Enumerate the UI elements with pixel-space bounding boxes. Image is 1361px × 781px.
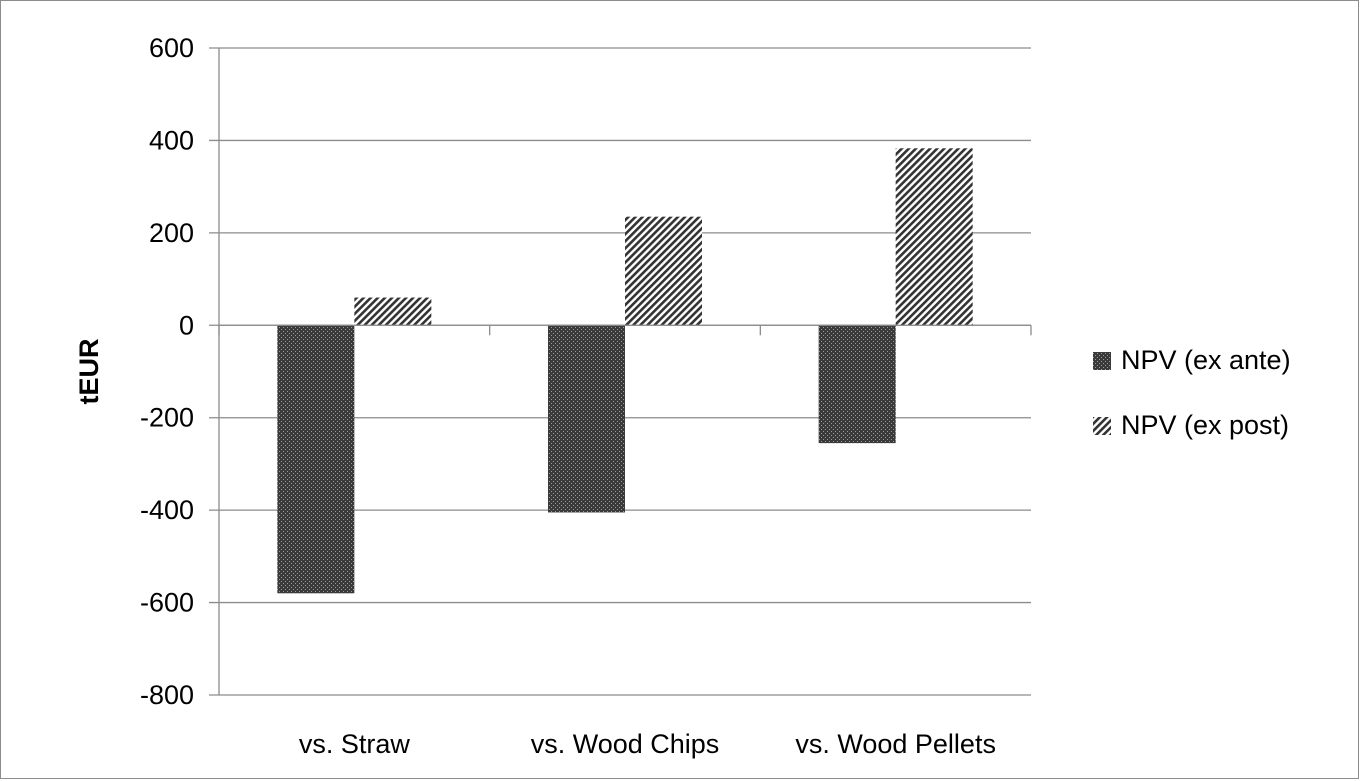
y-tick-label: -400 <box>140 495 194 525</box>
axes <box>218 48 1032 695</box>
legend-swatch <box>1093 417 1111 435</box>
x-tick-label: vs. Wood Chips <box>531 729 720 759</box>
x-tick-label: vs. Wood Pellets <box>795 729 996 759</box>
y-axis-title: tEUR <box>74 339 104 405</box>
y-tick-label: 200 <box>149 218 194 248</box>
tick-labels: 600 400 200 0 -200 -400 -600 -800 vs. Straw vs. W… <box>140 33 996 759</box>
legend-label: NPV (ex ante) <box>1121 345 1291 375</box>
legend-swatch <box>1093 352 1111 370</box>
x-tick-label: vs. Straw <box>299 729 411 759</box>
y-tick-label: -800 <box>140 680 194 710</box>
bar <box>277 325 355 594</box>
y-tick-label: -600 <box>140 588 194 618</box>
bar <box>895 148 973 326</box>
legend: NPV (ex ante) NPV (ex post) <box>1093 345 1291 440</box>
bars <box>277 148 973 594</box>
y-tick-label: 400 <box>149 125 194 155</box>
y-tick-label: 0 <box>179 310 194 340</box>
bar <box>818 325 896 444</box>
y-tick-label: 600 <box>149 33 194 63</box>
bar <box>354 297 432 326</box>
bar <box>548 325 625 513</box>
y-tick-label: -200 <box>140 403 194 433</box>
bar <box>625 216 702 326</box>
legend-label: NPV (ex post) <box>1121 410 1289 440</box>
